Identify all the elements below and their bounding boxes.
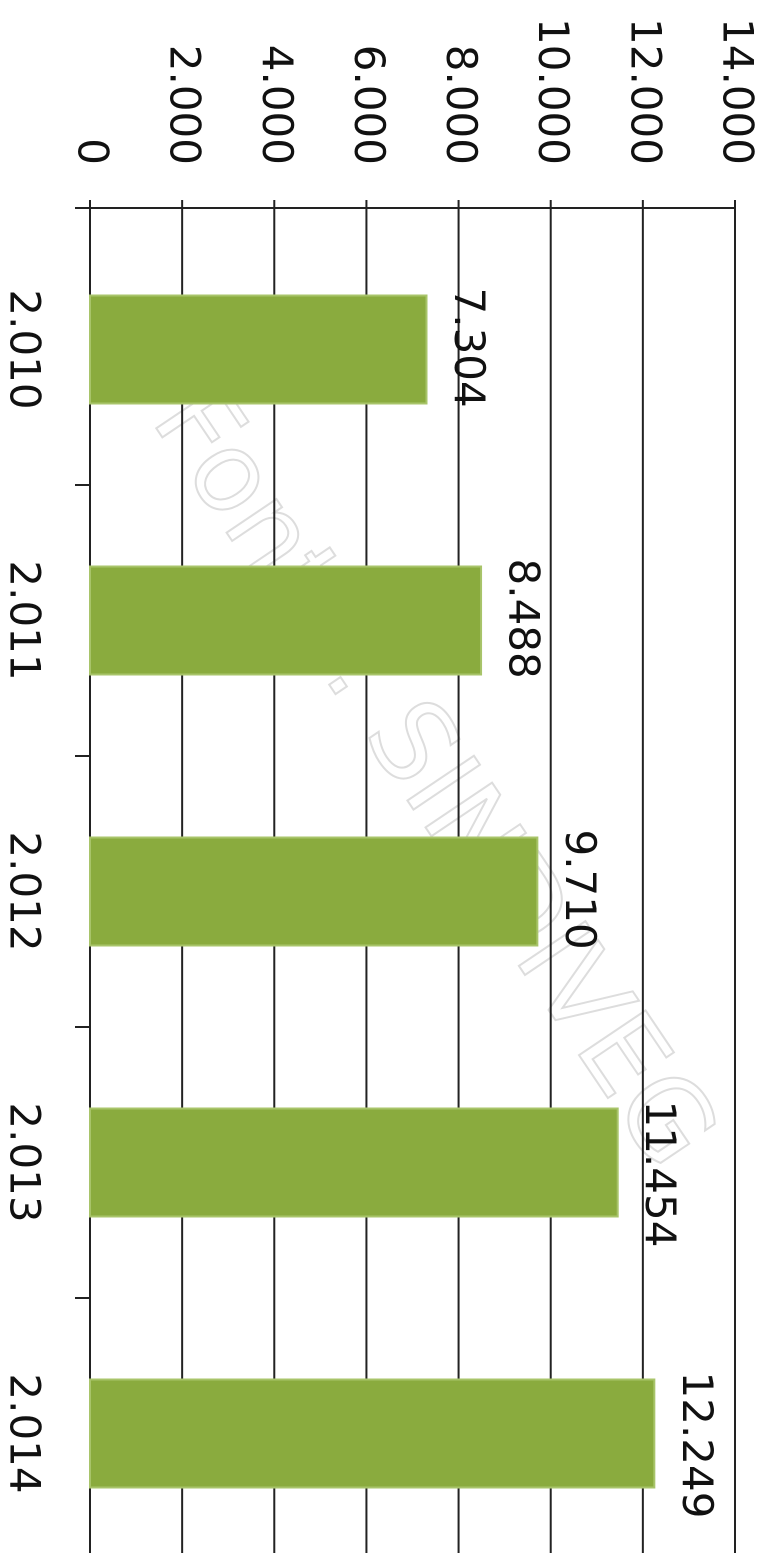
- value-tick-label: 4.000: [253, 45, 302, 165]
- value-tick-label: 6.000: [345, 45, 394, 165]
- category-label: 2.010: [1, 289, 50, 409]
- value-tick-label: 8.000: [437, 45, 486, 165]
- data-label: 12.249: [673, 1372, 722, 1519]
- category-label: 2.011: [1, 560, 50, 680]
- value-tick-label: 2.000: [161, 45, 210, 165]
- value-tick-label: 14.000: [714, 18, 763, 165]
- category-label: 2.014: [1, 1373, 50, 1493]
- value-tick-label: 0: [69, 138, 118, 165]
- bar: [89, 1378, 656, 1489]
- value-tick-label: 12.000: [621, 18, 670, 165]
- data-label: 8.488: [500, 559, 549, 679]
- value-tick-label: 10.000: [529, 18, 578, 165]
- bar: [89, 294, 428, 405]
- category-label: 2.012: [1, 831, 50, 951]
- data-label: 7.304: [445, 288, 494, 408]
- bar: [89, 565, 483, 676]
- bar: [89, 836, 539, 947]
- category-label: 2.013: [1, 1102, 50, 1222]
- watermark: Fonte: SINDIVEG: [129, 362, 744, 1189]
- data-label: 11.454: [636, 1101, 685, 1248]
- bar: [89, 1107, 619, 1218]
- data-label: 9.710: [556, 830, 605, 950]
